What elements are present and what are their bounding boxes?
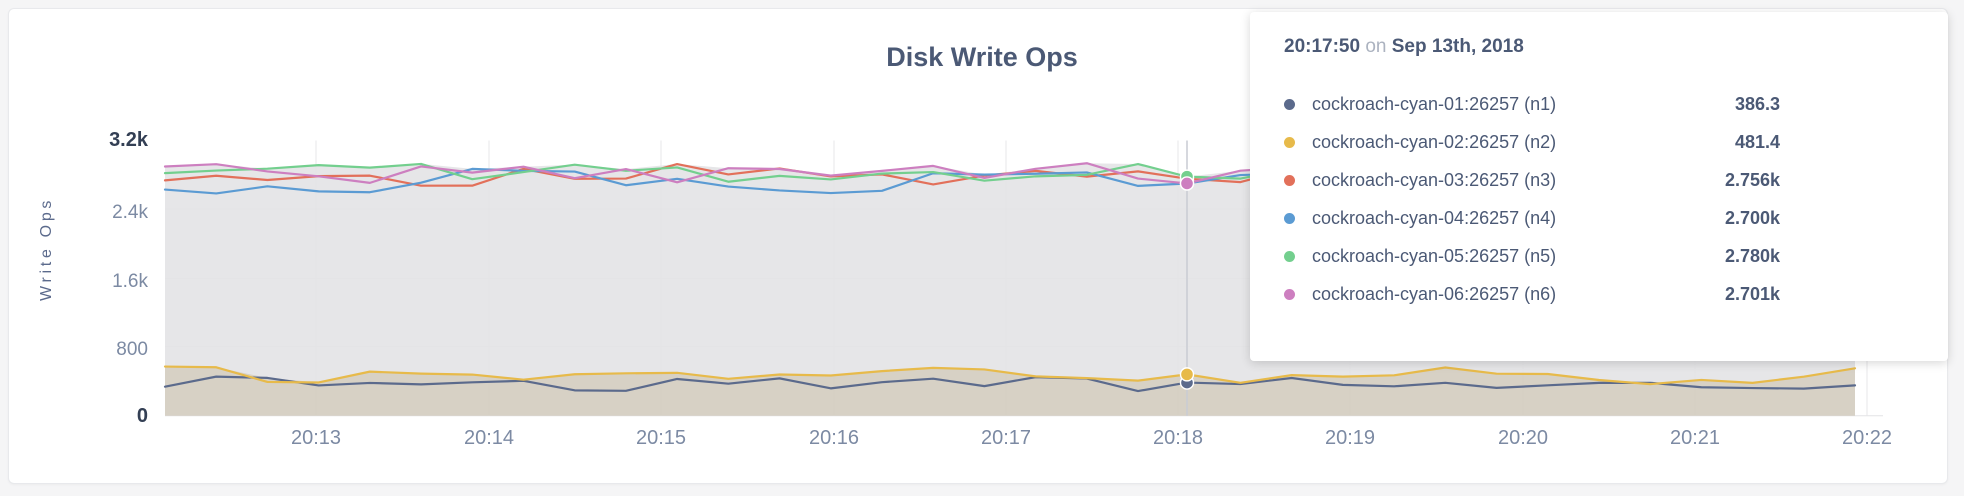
svg-text:20:15: 20:15 [636,427,686,449]
svg-text:1.6k: 1.6k [112,271,148,292]
svg-text:20:17: 20:17 [981,427,1031,449]
svg-text:20:21: 20:21 [1670,427,1720,449]
svg-text:3.2k: 3.2k [109,129,149,151]
svg-text:20:18: 20:18 [1153,427,1203,449]
svg-text:800: 800 [116,339,148,360]
svg-text:20:14: 20:14 [464,427,514,449]
svg-text:20:20: 20:20 [1498,427,1548,449]
svg-text:2.4k: 2.4k [112,202,148,223]
svg-text:20:22: 20:22 [1842,427,1892,449]
svg-text:20:13: 20:13 [291,427,341,449]
svg-text:0: 0 [137,405,148,427]
svg-text:20:19: 20:19 [1325,427,1375,449]
svg-text:20:16: 20:16 [809,427,859,449]
